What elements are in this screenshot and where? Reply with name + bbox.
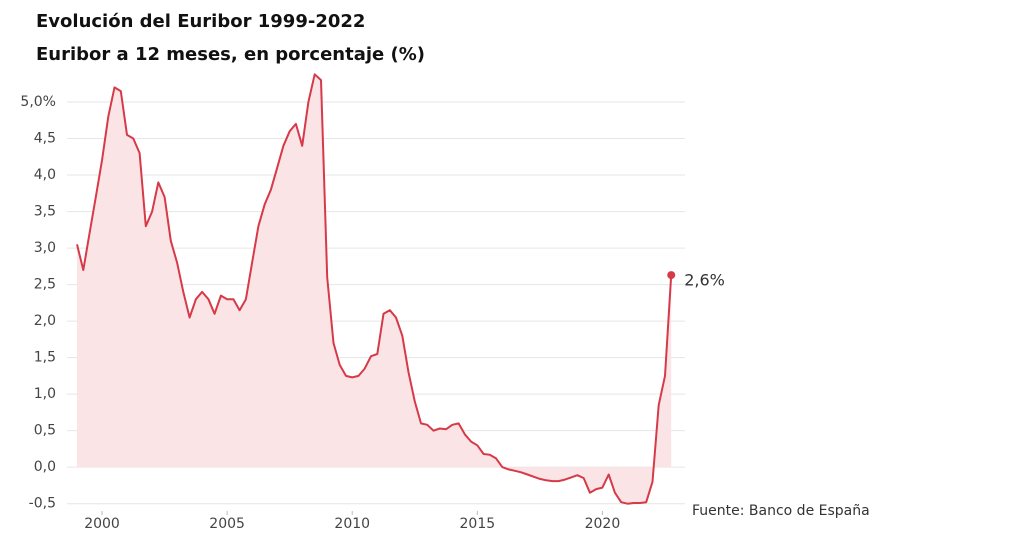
y-tick-label: 1,5: [34, 350, 56, 366]
y-tick-label: -0,5: [29, 496, 56, 512]
line: [76, 73, 673, 505]
y-tick-label: 4,5: [34, 131, 56, 147]
y-tick-label: 1,0: [34, 386, 56, 402]
source: Fuente: Banco de España: [692, 503, 870, 519]
x-tick-label: 2020: [585, 516, 621, 532]
y-tick-label: 2,0: [34, 313, 56, 329]
y-tick-label: 3,5: [34, 204, 56, 220]
end-point: [667, 271, 676, 280]
y-tick-label: 0,5: [34, 423, 56, 439]
y-tick-label: 2,5: [34, 277, 56, 293]
y-tick-label: 3,0: [34, 240, 56, 256]
area: [77, 74, 672, 504]
y-tick-label: 0,0: [34, 459, 56, 475]
end-label: 2,6%: [684, 271, 725, 290]
x-tick-label: 2005: [209, 516, 245, 532]
x-tick-label: 2000: [84, 516, 120, 532]
x-tick-label: 2015: [460, 516, 496, 532]
chart-subtitle: Euribor a 12 meses, en porcentaje (%): [36, 44, 425, 65]
y-tick-label: 5,0%: [20, 94, 56, 110]
x-tick-label: 2010: [334, 516, 370, 532]
chart-title: Evolución del Euribor 1999-2022: [36, 11, 365, 32]
y-tick-label: 4,0: [34, 167, 56, 183]
